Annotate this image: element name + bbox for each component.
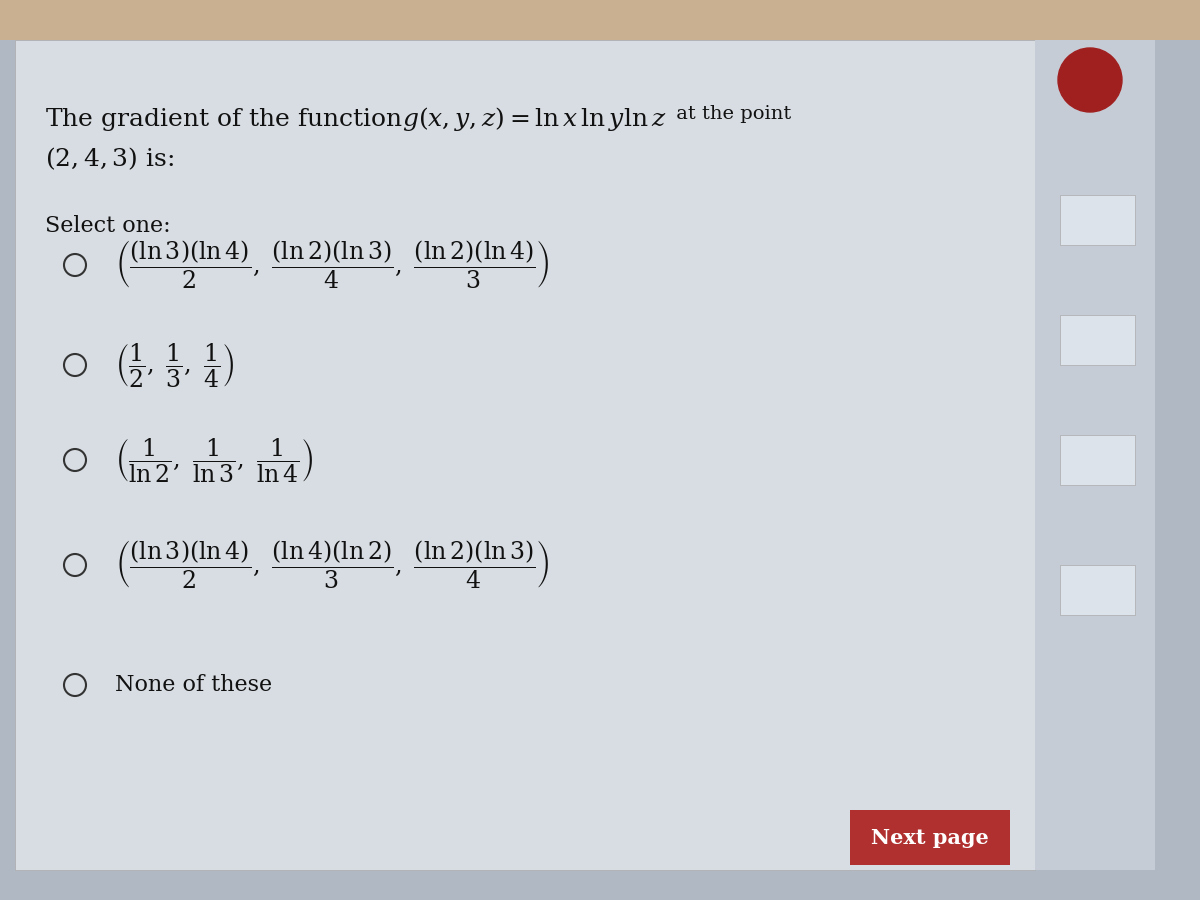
Text: $\left(\dfrac{1}{2},\ \dfrac{1}{3},\ \dfrac{1}{4}\right)$: $\left(\dfrac{1}{2},\ \dfrac{1}{3},\ \df… xyxy=(115,341,234,389)
Text: Next page: Next page xyxy=(871,828,989,848)
Bar xyxy=(1060,565,1135,615)
Bar xyxy=(850,810,1010,865)
Bar xyxy=(1060,435,1135,485)
Bar xyxy=(0,0,1200,40)
Text: Select one:: Select one: xyxy=(46,215,170,237)
Bar xyxy=(1034,40,1154,870)
Text: The gradient of the function$g(x, y, z) = \ln x\,\ln y\ln z$: The gradient of the function$g(x, y, z) … xyxy=(46,105,666,133)
Bar xyxy=(1060,315,1135,365)
Text: None of these: None of these xyxy=(115,674,272,696)
Text: at the point: at the point xyxy=(670,105,791,123)
Circle shape xyxy=(1058,48,1122,112)
Bar xyxy=(1060,195,1135,245)
Text: $\left(\dfrac{(\ln 3)(\ln 4)}{2},\ \dfrac{(\ln 4)(\ln 2)}{3},\ \dfrac{(\ln 2)(\l: $\left(\dfrac{(\ln 3)(\ln 4)}{2},\ \dfra… xyxy=(115,539,550,591)
Bar xyxy=(14,40,1034,870)
Text: $\left(\dfrac{1}{\ln 2},\ \dfrac{1}{\ln 3},\ \dfrac{1}{\ln 4}\right)$: $\left(\dfrac{1}{\ln 2},\ \dfrac{1}{\ln … xyxy=(115,436,313,484)
Text: $(2, 4, 3)$ is:: $(2, 4, 3)$ is: xyxy=(46,145,174,172)
Text: $\left(\dfrac{(\ln 3)(\ln 4)}{2},\ \dfrac{(\ln 2)(\ln 3)}{4},\ \dfrac{(\ln 2)(\l: $\left(\dfrac{(\ln 3)(\ln 4)}{2},\ \dfra… xyxy=(115,238,550,292)
